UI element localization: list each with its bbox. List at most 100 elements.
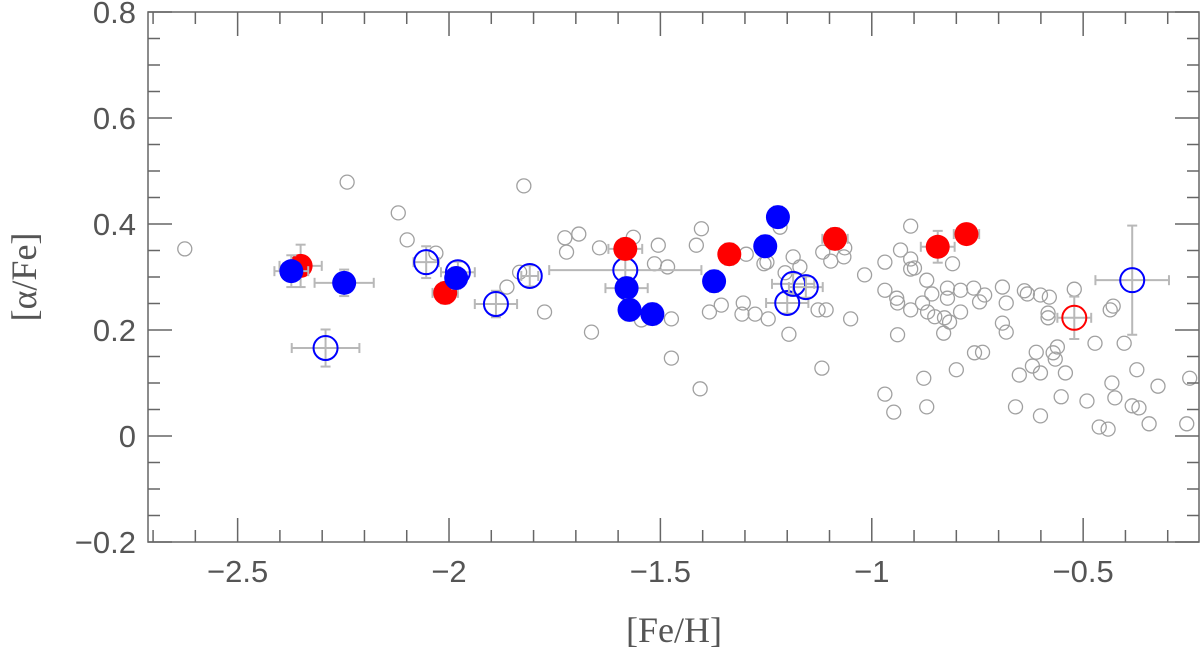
grey-open-point — [906, 260, 923, 276]
grey-open-point — [1047, 351, 1063, 367]
grey-open-point — [998, 324, 1014, 340]
grey-open-point — [1107, 390, 1123, 406]
grey-open-point — [842, 311, 859, 327]
grey-open-point — [889, 327, 906, 343]
red-filled-point — [925, 234, 950, 259]
grey-open-point — [650, 237, 666, 253]
chart-marks — [177, 174, 1198, 437]
grey-open-point — [701, 304, 718, 320]
x-tick-label: −1.5 — [630, 554, 691, 589]
red-open-point — [1061, 304, 1088, 331]
grey-open-point — [1028, 344, 1044, 360]
y-tick-label: 0 — [119, 419, 136, 454]
grey-open-point — [499, 279, 515, 295]
grey-open-point — [836, 249, 852, 265]
blue-open-point — [774, 289, 801, 316]
grey-open-point — [1102, 302, 1118, 318]
x-tick-label: −2 — [431, 554, 466, 589]
y-axis-title: [α/Fe] — [4, 233, 44, 322]
grey-open-point — [399, 232, 415, 248]
chart-axes: −2.5 −2 −1.5 −1 −0.5 −0.2 0 0.2 0.4 0.6 0.8 — [75, 0, 1200, 589]
y-tick-label: 0.8 — [93, 0, 136, 30]
grey-open-point — [916, 370, 932, 386]
grey-open-point — [1011, 367, 1027, 383]
grey-open-point — [1116, 335, 1132, 351]
grey-open-point — [998, 295, 1014, 311]
grey-open-point — [903, 251, 919, 267]
x-axis-title: [Fe/H] — [626, 610, 722, 650]
grey-open-point — [1040, 305, 1056, 321]
grey-open-point — [1079, 393, 1095, 409]
grey-open-point — [663, 350, 680, 366]
grey-open-point — [935, 325, 952, 341]
x-tick-label: −1 — [854, 554, 889, 589]
grey-open-point — [1104, 375, 1120, 391]
blue-filled-point — [332, 270, 357, 295]
blue-filled-point — [444, 266, 469, 291]
grey-open-point — [1179, 416, 1195, 432]
grey-open-point — [823, 253, 839, 269]
grey-open-point — [692, 381, 708, 397]
x-tick-label: −0.5 — [1053, 554, 1114, 589]
grey-open-point — [815, 244, 831, 260]
grey-open-point — [536, 304, 553, 320]
grey-open-point — [1091, 419, 1107, 435]
grey-open-point — [952, 304, 969, 320]
grey-open-point — [966, 345, 983, 361]
grey-open-point — [738, 246, 754, 262]
grey-open-point — [924, 286, 940, 302]
error-bar — [520, 264, 540, 288]
x-tick-label: −2.5 — [207, 554, 268, 589]
grey-open-point — [511, 264, 528, 280]
grey-open-point — [919, 399, 935, 415]
blue-filled-point — [614, 276, 639, 301]
grey-open-point — [1057, 365, 1074, 381]
grey-open-point — [966, 280, 982, 296]
grey-open-point — [1066, 281, 1082, 297]
grey-open-point — [688, 237, 704, 253]
error-bar — [412, 245, 440, 280]
grey-open-point — [1129, 362, 1145, 378]
grey-open-point — [659, 259, 676, 275]
grey-open-point — [994, 279, 1011, 295]
grey-open-point — [1131, 400, 1147, 416]
grey-open-point — [936, 310, 953, 326]
grey-open-point — [558, 244, 575, 260]
grey-open-point — [1150, 378, 1166, 394]
grey-open-point — [1087, 335, 1103, 351]
blue-open-point — [413, 249, 440, 276]
grey-open-point — [892, 242, 909, 258]
grey-open-point — [818, 302, 834, 318]
grey-open-point — [1032, 287, 1049, 303]
blue-open-point — [312, 335, 339, 362]
grey-open-point — [713, 297, 729, 313]
grey-open-point — [1141, 416, 1157, 432]
grey-open-point — [781, 326, 797, 342]
grey-open-point — [948, 362, 964, 378]
red-filled-point — [822, 226, 847, 251]
y-tick-label: −0.2 — [75, 525, 136, 560]
error-bar — [473, 289, 519, 319]
grey-open-point — [734, 306, 750, 322]
grey-open-point — [994, 315, 1011, 331]
y-tick-label: 0.4 — [93, 207, 136, 242]
grey-open-point — [339, 174, 355, 190]
grey-open-point — [889, 295, 906, 311]
grey-open-point — [927, 309, 943, 325]
grey-open-point — [646, 256, 663, 272]
grey-open-point — [1105, 298, 1121, 314]
grey-open-point — [1124, 398, 1140, 414]
red-filled-point — [613, 236, 638, 261]
grey-open-point — [1049, 339, 1066, 355]
grey-open-point — [971, 294, 988, 310]
grey-open-point — [1040, 310, 1056, 326]
error-bar — [290, 328, 361, 368]
plot-frame — [147, 11, 1200, 543]
grey-open-point — [591, 240, 608, 256]
grey-open-point — [919, 272, 935, 288]
blue-filled-point — [765, 205, 790, 230]
grey-open-point — [177, 241, 193, 257]
grey-open-point — [974, 344, 991, 360]
grey-open-point — [889, 290, 905, 306]
